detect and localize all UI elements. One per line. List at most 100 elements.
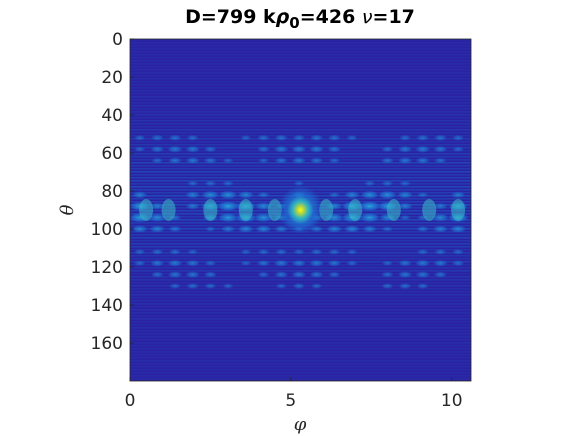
- heatmap-speckle: [168, 271, 182, 278]
- heatmap-stripe: [130, 306, 471, 308]
- heatmap-stripe: [130, 66, 471, 68]
- heatmap-stripe: [130, 357, 471, 359]
- heatmap-speckle: [291, 157, 306, 164]
- heatmap-speckle: [240, 135, 252, 141]
- heatmap-speckle: [274, 157, 288, 164]
- heatmap-speckle: [398, 260, 412, 267]
- heatmap-stripe: [130, 318, 471, 320]
- heatmap-speckle: [310, 134, 324, 141]
- heatmap-stripe: [130, 339, 471, 341]
- heatmap-stripe: [130, 315, 471, 317]
- heatmap-stripe: [130, 129, 471, 131]
- heatmap-stripe: [130, 174, 471, 176]
- heatmap-speckle: [168, 157, 182, 164]
- heatmap-stripe: [130, 324, 471, 326]
- heatmap-stripe: [130, 72, 471, 74]
- heatmap-speckle: [328, 249, 341, 255]
- heatmap-stripe: [130, 243, 471, 245]
- heatmap-speckle: [422, 199, 437, 221]
- heatmap-speckle: [309, 145, 324, 153]
- heatmap-speckle: [169, 283, 181, 289]
- heatmap-speckle: [187, 180, 199, 187]
- heatmap-speckle: [398, 157, 413, 164]
- heatmap-speckle: [217, 201, 239, 212]
- heatmap-speckle: [222, 158, 234, 164]
- heatmap-speckle: [399, 283, 412, 289]
- heatmap-stripe: [130, 69, 471, 71]
- heatmap-stripe: [130, 171, 471, 173]
- x-axis-label: φ: [294, 414, 307, 435]
- heatmap-speckle: [362, 225, 377, 233]
- heatmap-stripe: [130, 75, 471, 77]
- heatmap-speckle: [397, 202, 413, 210]
- heatmap-speckle: [274, 134, 288, 141]
- heatmap-speckle: [434, 248, 447, 255]
- heatmap-speckle: [398, 145, 413, 153]
- heatmap-stripe: [130, 351, 471, 353]
- heatmap-stripe: [130, 39, 471, 41]
- y-tick-label: 140: [91, 296, 123, 316]
- heatmap-speckle: [381, 283, 394, 289]
- heatmap-speckle: [328, 271, 341, 278]
- heatmap-stripe: [130, 294, 471, 296]
- heatmap-speckle: [328, 134, 341, 141]
- heatmap-speckle: [415, 259, 431, 267]
- heatmap-speckle: [309, 271, 324, 278]
- heatmap-stripe: [130, 87, 471, 89]
- plot-frame: [129, 38, 472, 382]
- heatmap-stripe: [130, 81, 471, 83]
- heatmap-speckle: [222, 283, 234, 289]
- heatmap-speckle: [185, 191, 201, 199]
- heatmap-speckle: [309, 157, 324, 164]
- heatmap-stripe: [130, 51, 471, 53]
- heatmap-speckle: [310, 249, 323, 255]
- heatmap-stripe: [130, 99, 471, 101]
- heatmap-speckle: [327, 260, 342, 267]
- heatmap-speckle: [255, 202, 272, 211]
- heatmap-speckle: [238, 199, 253, 221]
- heatmap-stripe: [130, 309, 471, 311]
- heatmap-speckle: [222, 180, 234, 187]
- heatmap-speckle: [185, 260, 200, 267]
- heatmap-speckle: [381, 180, 394, 187]
- heatmap-speckle: [201, 190, 220, 199]
- heatmap-stripe: [130, 123, 471, 125]
- heatmap-speckle: [237, 191, 254, 199]
- heatmap-speckle: [134, 249, 146, 255]
- heatmap-stripe: [130, 360, 471, 362]
- heatmap-speckle: [434, 271, 447, 278]
- heatmap-speckle: [326, 225, 343, 233]
- heatmap-speckle: [359, 213, 380, 223]
- heatmap-stripe: [130, 63, 471, 65]
- heatmap-speckle: [434, 134, 447, 141]
- heatmap-stripe: [130, 375, 471, 377]
- y-tick-label: 40: [101, 106, 123, 126]
- heatmap-speckle: [150, 259, 165, 267]
- heatmap-speckle: [378, 190, 397, 199]
- y-tick-label: 20: [101, 68, 123, 88]
- heatmap-speckle: [433, 259, 448, 267]
- heatmap-stripe: [130, 105, 471, 107]
- heatmap-stripe: [130, 144, 471, 146]
- heatmap-speckle: [291, 271, 306, 278]
- heatmap-speckle: [148, 213, 167, 222]
- heatmap-stripe: [130, 354, 471, 356]
- y-axis-label: θ: [57, 204, 78, 215]
- heatmap-speckle: [185, 271, 200, 278]
- y-tick-label: 60: [101, 144, 123, 164]
- heatmap-plot-area: [130, 39, 471, 381]
- heatmap-stripe: [130, 312, 471, 314]
- heatmap-speckle: [399, 215, 411, 221]
- heatmap-stripe: [130, 378, 471, 380]
- heatmap-speckle: [169, 249, 181, 255]
- heatmap-speckle: [452, 249, 464, 255]
- heatmap-speckle: [257, 249, 270, 255]
- heatmap-blobs: [130, 134, 469, 289]
- heatmap-speckle: [274, 145, 289, 153]
- heatmap-speckle: [168, 225, 182, 233]
- heatmap-stripe: [130, 342, 471, 344]
- heatmap-speckle: [134, 146, 146, 152]
- heatmap-stripe: [130, 255, 471, 257]
- heatmap-stripe: [130, 102, 471, 104]
- heatmap-stripe: [130, 348, 471, 350]
